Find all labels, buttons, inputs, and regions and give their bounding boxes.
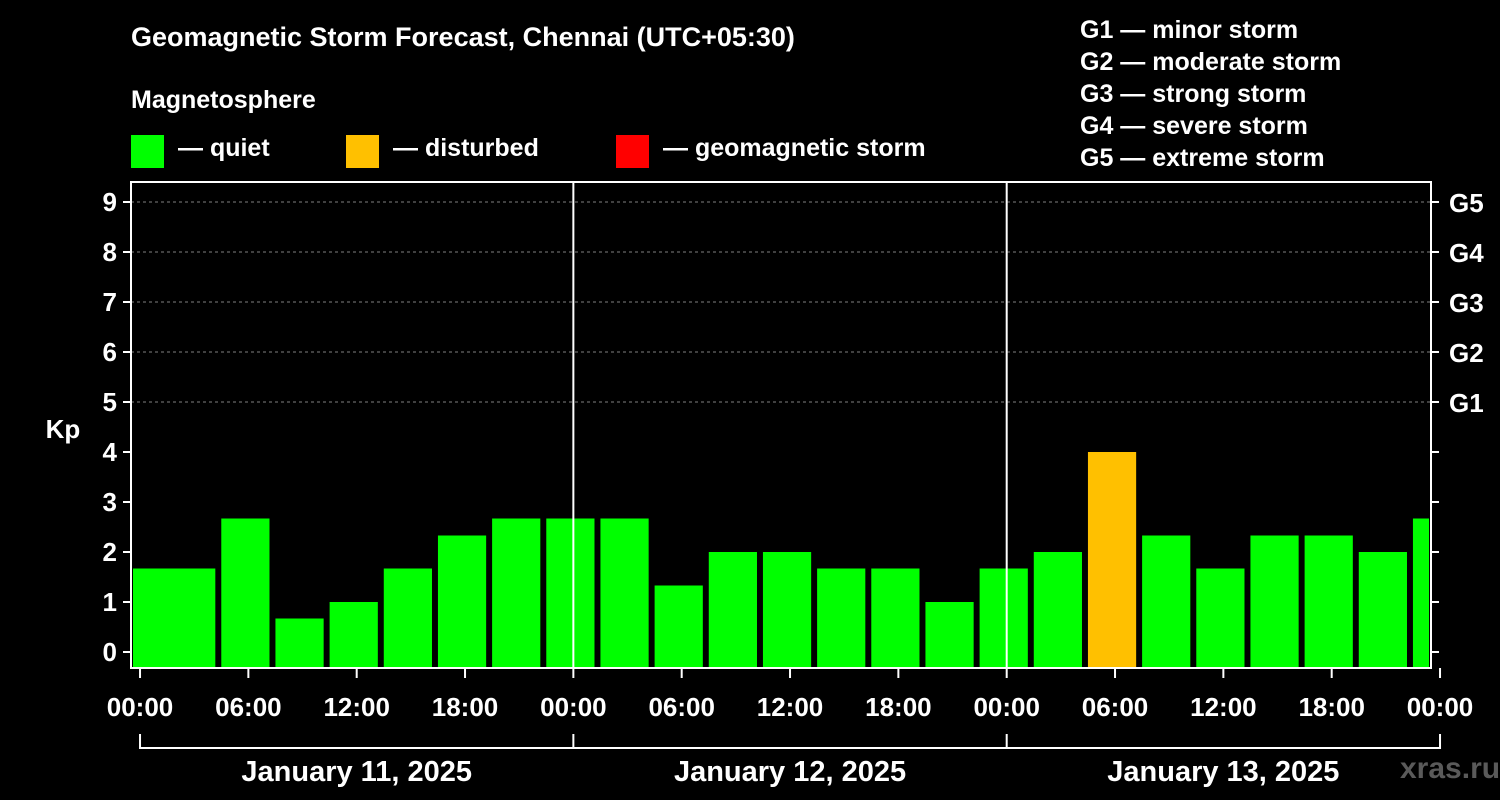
y-tick-label: 4 <box>103 437 118 467</box>
bar-13 <box>817 568 866 668</box>
bar-8 <box>546 518 595 668</box>
g-scale-g1: G1 — minor storm <box>1080 16 1299 44</box>
chart-title: Geomagnetic Storm Forecast, Chennai (UTC… <box>131 22 795 52</box>
y-tick-label: 2 <box>103 537 117 567</box>
x-tick-label: 00:00 <box>973 692 1040 722</box>
day-label-2: January 13, 2025 <box>1107 756 1339 788</box>
g-scale-g4: G4 — severe storm <box>1080 112 1308 140</box>
x-tick-label: 00:00 <box>107 692 174 722</box>
x-tick-label: 12:00 <box>757 692 824 722</box>
legend-swatch-storm <box>616 135 649 168</box>
legend-label-disturbed: — disturbed <box>393 134 539 162</box>
y-tick-label: 9 <box>103 187 117 217</box>
g-axis-label: G3 <box>1449 288 1484 318</box>
bar-12 <box>762 552 812 668</box>
x-tick-label: 06:00 <box>215 692 282 722</box>
y-tick-label: 7 <box>103 287 117 317</box>
bar-4 <box>329 602 378 668</box>
bar-15 <box>925 602 974 668</box>
y-tick-label: 1 <box>103 587 117 617</box>
bar-3 <box>275 618 324 668</box>
legend-item-disturbed: — disturbed <box>346 134 586 168</box>
watermark: xras.ru <box>1400 752 1500 785</box>
bar-22 <box>1304 535 1353 668</box>
x-tick-label: 18:00 <box>1298 692 1365 722</box>
day-label-0: January 11, 2025 <box>241 756 472 788</box>
legend-label-quiet: — quiet <box>178 134 270 162</box>
bar-19 <box>1142 535 1191 668</box>
bar-24 <box>1412 518 1429 668</box>
x-tick-label: 06:00 <box>648 692 715 722</box>
g-axis-label: G1 <box>1449 388 1484 418</box>
g-axis-label: G2 <box>1449 338 1484 368</box>
y-tick-label: 3 <box>103 487 117 517</box>
day-label-1: January 12, 2025 <box>674 756 906 788</box>
y-tick-label: 0 <box>103 637 117 667</box>
y-tick-label: 5 <box>103 387 117 417</box>
bar-16 <box>979 568 1028 668</box>
plot-frame <box>130 181 1432 669</box>
g-scale-g5: G5 — extreme storm <box>1080 144 1325 172</box>
bar-6 <box>437 535 487 668</box>
x-tick-label: 00:00 <box>1407 692 1474 722</box>
bar-10 <box>654 585 703 668</box>
x-tick-label: 18:00 <box>432 692 499 722</box>
x-tick-label: 06:00 <box>1082 692 1149 722</box>
g-axis-label: G5 <box>1449 188 1484 218</box>
y-tick-label: 6 <box>103 337 117 367</box>
bar-14 <box>871 568 920 668</box>
bar-11 <box>708 552 757 668</box>
bar-20 <box>1196 568 1245 668</box>
y-tick-label: 8 <box>103 237 117 267</box>
legend-swatch-quiet <box>131 135 164 168</box>
g-axis-label: G4 <box>1449 238 1484 268</box>
x-tick-label: 12:00 <box>1190 692 1257 722</box>
magnetosphere-label: Magnetosphere <box>131 86 316 114</box>
x-tick-label: 00:00 <box>540 692 607 722</box>
g-scale-g2: G2 — moderate storm <box>1080 48 1342 76</box>
bar-23 <box>1358 552 1407 668</box>
legend-label-storm: — geomagnetic storm <box>663 134 926 162</box>
y-axis-title: Kp <box>46 414 81 444</box>
bar-17 <box>1033 552 1082 668</box>
bar-5 <box>383 568 432 668</box>
bar-9 <box>600 518 649 668</box>
legend-swatch-disturbed <box>346 135 379 168</box>
g-scale-g3: G3 — strong storm <box>1080 80 1307 108</box>
g-scale-legend: G1 — minor storm G2 — moderate storm G3 … <box>1080 14 1341 174</box>
bar-21 <box>1250 535 1299 668</box>
legend-item-storm: — geomagnetic storm <box>616 134 956 168</box>
bar-7 <box>492 518 541 668</box>
bar-1 <box>167 568 216 668</box>
bar-2 <box>221 518 270 668</box>
x-tick-label: 18:00 <box>865 692 932 722</box>
bar-18 <box>1087 452 1137 668</box>
legend-item-quiet: — quiet <box>131 134 331 168</box>
x-tick-label: 12:00 <box>323 692 390 722</box>
